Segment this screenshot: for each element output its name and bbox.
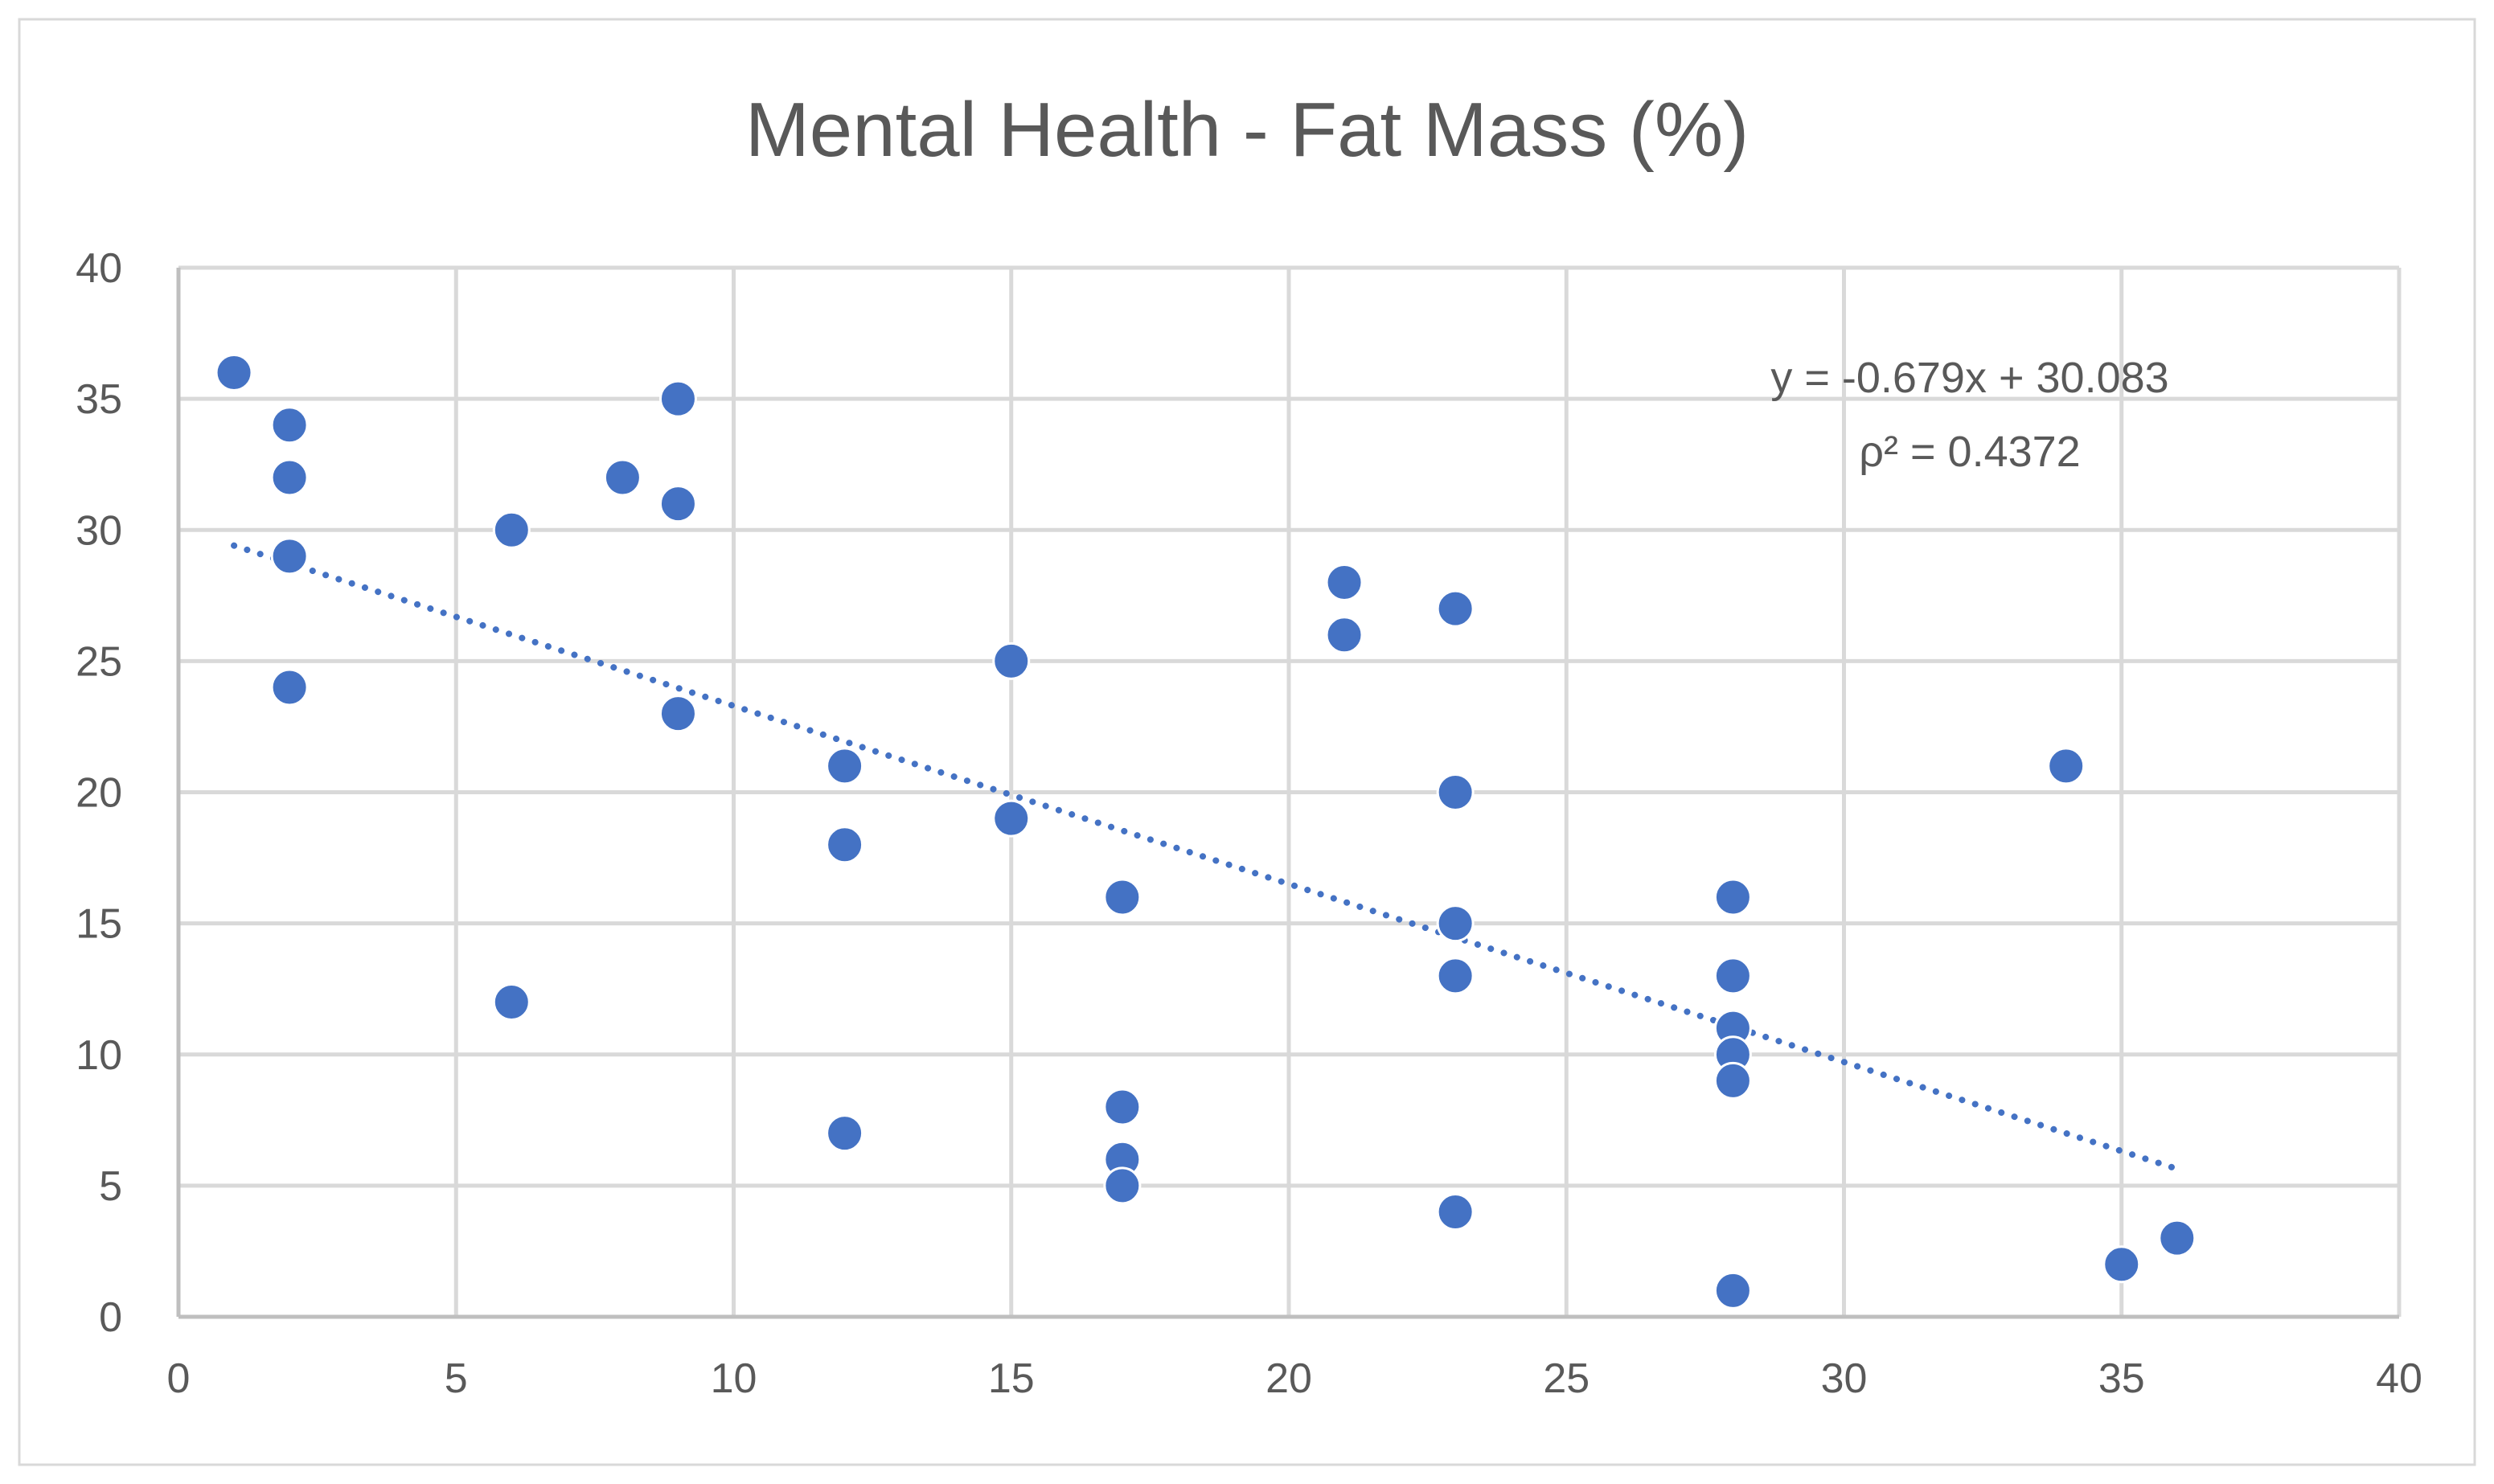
data-point-15 <box>992 642 1031 680</box>
data-point-28 <box>1713 878 1752 916</box>
x-tick-label-0: 0 <box>167 1355 191 1402</box>
data-point-21 <box>1325 564 1364 601</box>
trendline-layer <box>231 542 2180 1173</box>
y-tick-label-0: 0 <box>99 1294 122 1341</box>
data-point-1 <box>215 354 253 391</box>
x-tick-label-5: 5 <box>445 1355 468 1402</box>
data-point-22 <box>1325 616 1364 654</box>
x-tick-label-25: 25 <box>1543 1355 1590 1402</box>
y-tick-label-40: 40 <box>76 245 122 292</box>
data-point-20 <box>1103 1166 1142 1205</box>
data-point-layer <box>215 354 2197 1310</box>
axis-layer <box>176 268 2399 1319</box>
y-tick-label-5: 5 <box>99 1163 122 1210</box>
data-point-2 <box>270 406 309 445</box>
linear-trendline <box>231 542 2180 1173</box>
data-point-14 <box>826 1114 864 1153</box>
data-point-8 <box>603 458 642 497</box>
trendline-r-squared: ρ² = 0.4372 <box>1859 428 2080 476</box>
data-point-17 <box>1103 878 1142 916</box>
data-point-29 <box>1713 957 1752 995</box>
data-point-13 <box>826 826 864 864</box>
x-tick-label-20: 20 <box>1265 1355 1312 1402</box>
data-point-35 <box>2102 1245 2141 1284</box>
data-point-18 <box>1103 1088 1142 1126</box>
data-point-10 <box>658 485 697 523</box>
x-tick-label-10: 10 <box>711 1355 757 1402</box>
x-tick-label-35: 35 <box>2098 1355 2145 1402</box>
y-tick-label-20: 20 <box>76 770 122 817</box>
x-tick-label-30: 30 <box>1821 1355 1868 1402</box>
y-tick-label-35: 35 <box>76 376 122 423</box>
data-point-33 <box>1713 1271 1752 1310</box>
data-point-16 <box>992 799 1031 838</box>
chart-border <box>18 18 2476 1466</box>
data-point-36 <box>2158 1219 2197 1257</box>
data-point-6 <box>492 510 531 549</box>
y-tick-label-25: 25 <box>76 638 122 685</box>
data-point-23 <box>1436 589 1475 628</box>
data-point-27 <box>1436 1193 1475 1231</box>
data-point-11 <box>658 695 697 733</box>
data-point-4 <box>270 537 309 576</box>
chart-title: Mental Health - Fat Mass (%) <box>745 87 1749 173</box>
grid-layer <box>178 265 2402 1317</box>
data-point-5 <box>270 668 309 707</box>
tick-label-layer: 0 5 10 15 20 25 30 35 40 0 5 10 15 20 25 30 35 40 <box>76 245 2422 1402</box>
data-point-32 <box>1713 1061 1752 1100</box>
data-point-24 <box>1436 773 1475 811</box>
data-point-3 <box>270 458 309 497</box>
data-point-9 <box>658 379 697 418</box>
trendline-equation: y = -0.679x + 30.083 <box>1770 354 2168 402</box>
data-point-26 <box>1436 957 1475 995</box>
data-point-25 <box>1436 904 1475 943</box>
x-tick-label-40: 40 <box>2376 1355 2422 1402</box>
y-tick-label-30: 30 <box>76 507 122 554</box>
data-point-12 <box>826 747 864 785</box>
y-tick-label-15: 15 <box>76 901 122 948</box>
data-point-34 <box>2047 747 2086 785</box>
data-point-7 <box>492 983 531 1021</box>
x-tick-label-15: 15 <box>988 1355 1035 1402</box>
y-tick-label-10: 10 <box>76 1032 122 1079</box>
